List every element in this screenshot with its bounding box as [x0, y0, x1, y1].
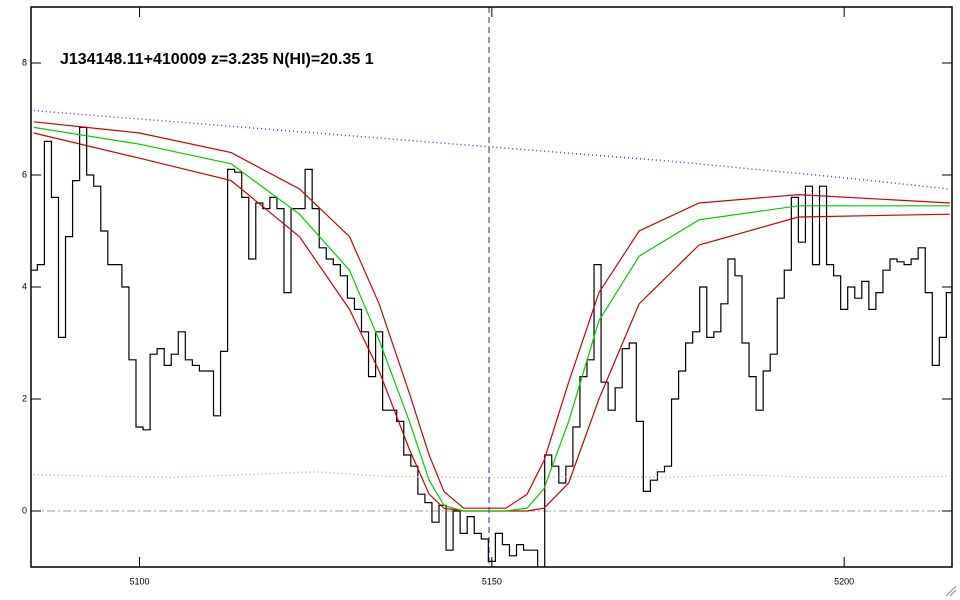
model-line	[33, 109, 950, 190]
x-tick-label: 5200	[834, 576, 854, 586]
y-tick-label: 8	[22, 57, 27, 67]
y-tick-label: 4	[22, 281, 27, 291]
x-tick-label: 5150	[482, 576, 502, 586]
y-tick-label: 6	[22, 169, 27, 179]
plot-area	[31, 7, 952, 567]
frame	[30, 6, 953, 568]
model-line	[33, 471, 950, 479]
flux-line	[31, 126, 952, 567]
y-tick-label: 2	[22, 393, 27, 403]
x-tick-label: 5100	[130, 576, 150, 586]
chart-title: J134148.11+410009 z=3.235 N(HI)=20.35 1	[60, 51, 374, 68]
resize-icon	[945, 585, 957, 597]
model-line	[33, 121, 950, 509]
model-line	[33, 126, 950, 512]
y-tick-label: 0	[22, 505, 27, 515]
